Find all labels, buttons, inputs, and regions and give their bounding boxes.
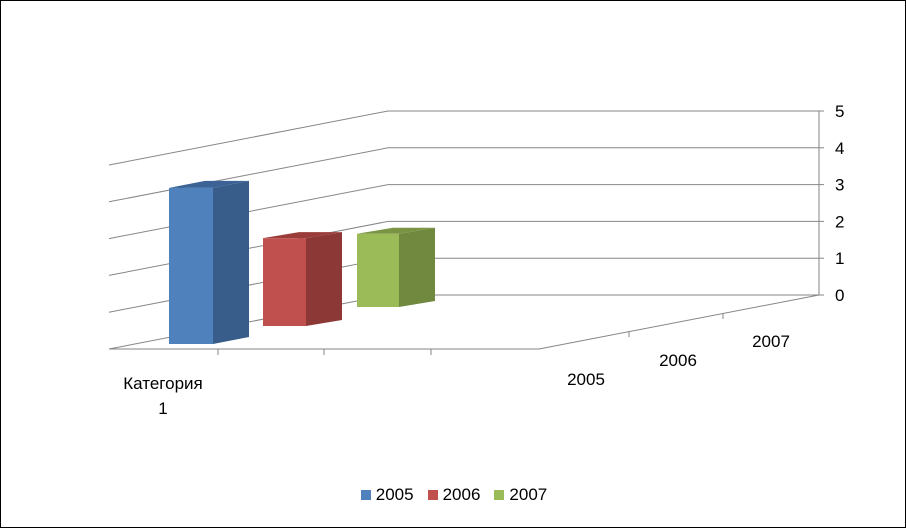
category-label: Категория 1 [123,374,202,418]
depth-axis-label: 2005 [567,370,605,389]
legend-label: 2006 [442,485,481,504]
legend-label: 2005 [375,485,414,504]
y-tick-label: 2 [835,212,844,231]
legend: 2005 2006 2007 [1,485,906,505]
legend-swatch [494,490,505,500]
y-tick-label: 3 [835,176,844,195]
bar-top-face [169,180,249,188]
y-tick-label: 4 [835,139,844,158]
bar-front-face [263,238,306,326]
y-tick-label: 5 [835,102,844,121]
legend-swatch [427,490,438,500]
category-label-line: 1 [158,399,167,418]
category-label-line: Категория [123,374,202,393]
grid-layer [108,110,824,355]
bar-top-face [357,227,435,234]
bar-2005 [169,180,249,344]
floor-right-edge [538,294,820,350]
side-gridline [108,147,389,203]
bar-top-face [263,232,342,239]
legend-label: 2007 [509,485,548,504]
y-tick-label: 1 [835,249,844,268]
y-tick-label: 0 [835,286,844,305]
bar-front-face [357,233,399,307]
legend-swatch [360,490,371,500]
bar-2006 [263,232,342,326]
bar-side-face [399,227,435,307]
legend-item: 2005 [360,485,414,505]
bar-side-face [213,180,249,344]
depth-axis-label: 2006 [659,351,697,370]
depth-axis-label: 2007 [752,332,790,351]
bar-side-face [306,232,342,326]
side-gridline [108,110,389,166]
bars-layer [169,180,435,344]
legend-item: 2007 [494,485,547,505]
bar-2007 [357,227,435,307]
bar-front-face [169,187,213,344]
legend-item: 2006 [427,485,481,505]
labels-layer: 0 1 2 3 4 5 Категория 1 2005 2006 2007 [123,102,844,418]
